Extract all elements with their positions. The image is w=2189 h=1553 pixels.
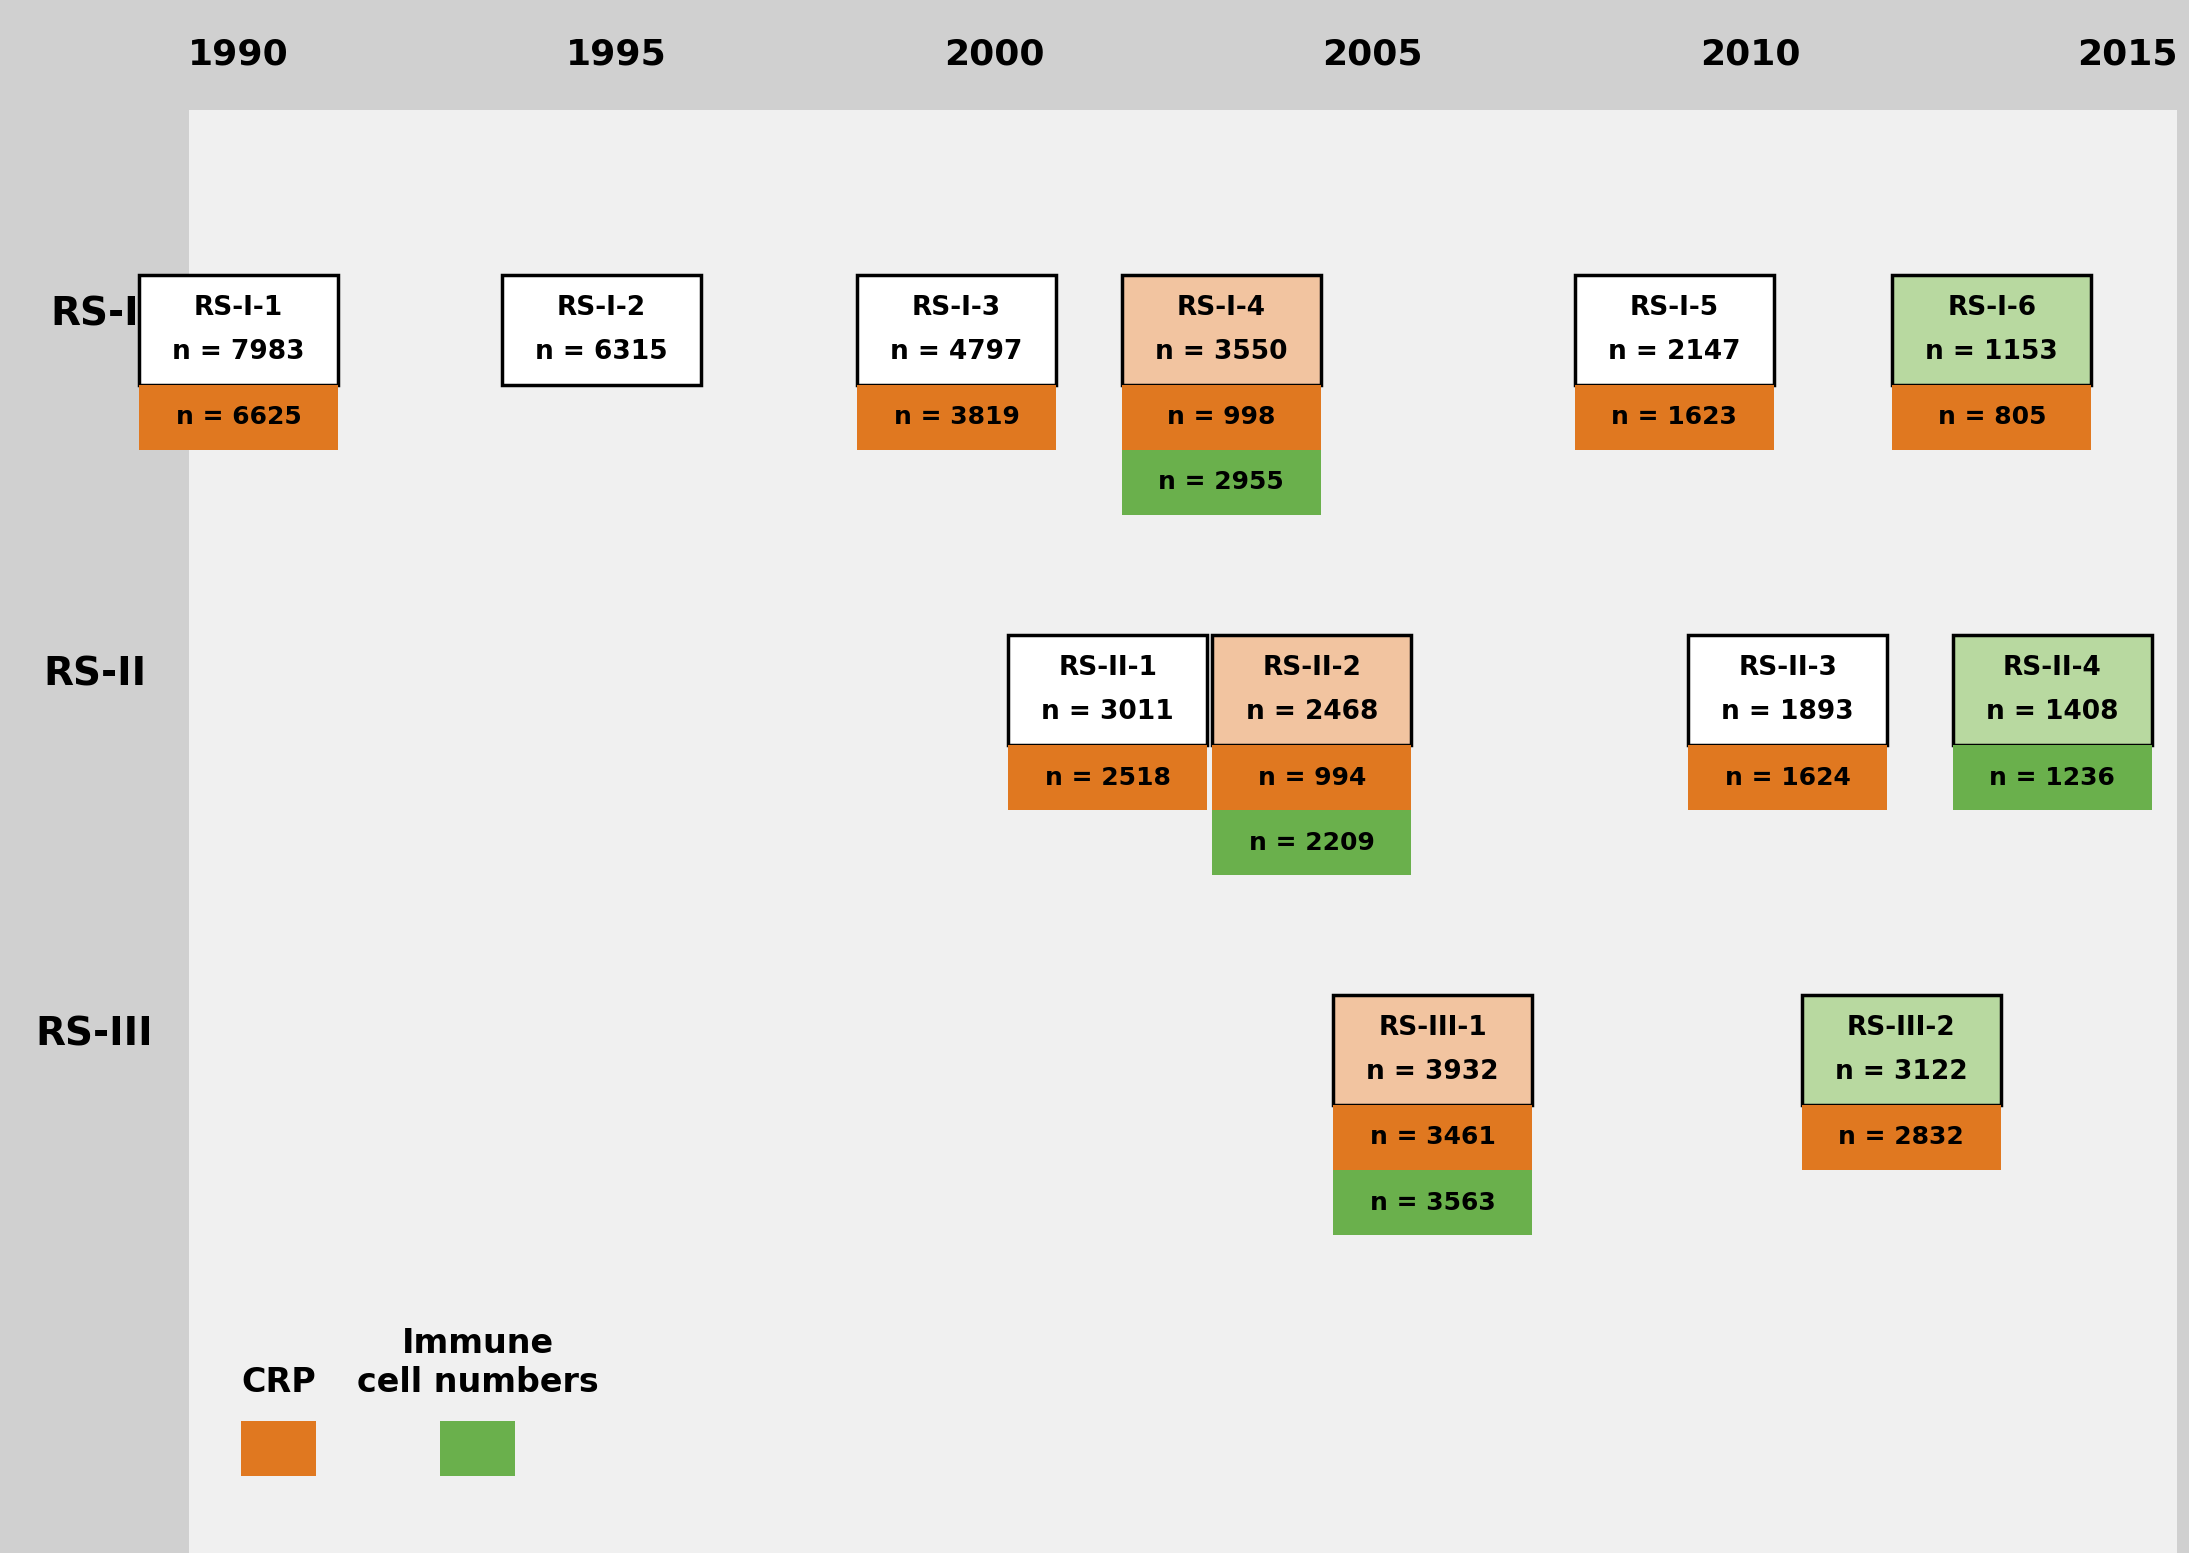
Text: RS-I-4: RS-I-4 [1175,295,1265,321]
Bar [0,0,2178,110]
Bar [1121,275,1320,385]
Text: n = 2832: n = 2832 [1839,1126,1964,1149]
Bar [1802,1106,2001,1169]
Bar [1953,635,2152,745]
Text: RS-I: RS-I [50,297,138,334]
Text: 1995: 1995 [567,37,668,71]
Bar [858,275,1055,385]
Text: RS-II-1: RS-II-1 [1057,655,1158,682]
Text: n = 1408: n = 1408 [1985,699,2119,725]
Text: n = 7983: n = 7983 [173,339,304,365]
Text: RS-I-5: RS-I-5 [1631,295,1718,321]
Text: RS-II: RS-II [44,655,147,694]
Text: RS-I-2: RS-I-2 [556,295,646,321]
Text: RS-I-6: RS-I-6 [1948,295,2036,321]
Text: 1990: 1990 [188,37,289,71]
Text: n = 2955: n = 2955 [1158,471,1285,494]
Bar [1802,995,2001,1106]
Bar [1953,745,2152,811]
Text: n = 3011: n = 3011 [1042,699,1173,725]
Text: n = 998: n = 998 [1167,405,1276,430]
Text: n = 1236: n = 1236 [1990,766,2115,789]
Text: 2005: 2005 [1322,37,1423,71]
Text: n = 2147: n = 2147 [1609,339,1740,365]
Bar [1213,635,1412,745]
Bar [1333,995,1532,1106]
Bar [241,1421,315,1475]
Bar [1213,811,1412,874]
Bar [1121,450,1320,516]
Bar [1891,275,2090,385]
Bar [1802,1106,2001,1169]
Text: RS-III-1: RS-III-1 [1379,1016,1486,1041]
Bar [1688,635,1887,745]
Text: n = 3461: n = 3461 [1370,1126,1495,1149]
Text: n = 3932: n = 3932 [1366,1059,1499,1086]
Text: RS-II-4: RS-II-4 [2003,655,2101,682]
Text: n = 3122: n = 3122 [1834,1059,1968,1086]
Text: n = 3550: n = 3550 [1156,339,1287,365]
Text: RS-II-3: RS-II-3 [1738,655,1837,682]
Text: n = 1624: n = 1624 [1725,766,1850,789]
Text: n = 3563: n = 3563 [1370,1191,1495,1214]
Bar [501,275,700,385]
Bar [140,385,339,450]
Bar [440,1421,514,1475]
Bar [1891,385,2090,450]
Text: Immune
cell numbers: Immune cell numbers [357,1328,598,1399]
Bar [0,0,188,1553]
Text: 2015: 2015 [2077,37,2178,71]
Bar [1009,635,1206,745]
Bar [1574,385,1773,450]
Bar [1009,745,1206,811]
Text: 2010: 2010 [1699,37,1799,71]
Bar [1213,745,1412,874]
Text: CRP: CRP [241,1367,315,1399]
Text: RS-I-1: RS-I-1 [195,295,282,321]
Bar [1121,385,1320,450]
Bar [1121,385,1320,516]
Bar [858,385,1055,450]
Text: n = 2468: n = 2468 [1246,699,1377,725]
Bar [1891,385,2090,450]
Text: n = 2209: n = 2209 [1248,831,1375,854]
Text: n = 994: n = 994 [1256,766,1366,789]
Text: n = 3819: n = 3819 [893,405,1020,430]
Bar [1333,1106,1532,1169]
Bar [1688,745,1887,811]
Text: n = 1893: n = 1893 [1721,699,1854,725]
Text: 2000: 2000 [943,37,1044,71]
Text: n = 4797: n = 4797 [891,339,1022,365]
Text: RS-I-3: RS-I-3 [913,295,1000,321]
Text: n = 6315: n = 6315 [534,339,668,365]
Text: RS-II-2: RS-II-2 [1263,655,1362,682]
Text: n = 1623: n = 1623 [1611,405,1738,430]
Text: n = 1153: n = 1153 [1926,339,2058,365]
Text: n = 6625: n = 6625 [175,405,302,430]
Bar [1333,1106,1532,1235]
Bar [1953,745,2152,811]
Text: n = 2518: n = 2518 [1044,766,1171,789]
Bar [1213,745,1412,811]
Bar [1333,1169,1532,1235]
Text: RS-III-2: RS-III-2 [1848,1016,1955,1041]
Text: RS-III: RS-III [35,1016,153,1054]
Text: n = 805: n = 805 [1937,405,2047,430]
Bar [140,275,339,385]
Bar [1574,275,1773,385]
